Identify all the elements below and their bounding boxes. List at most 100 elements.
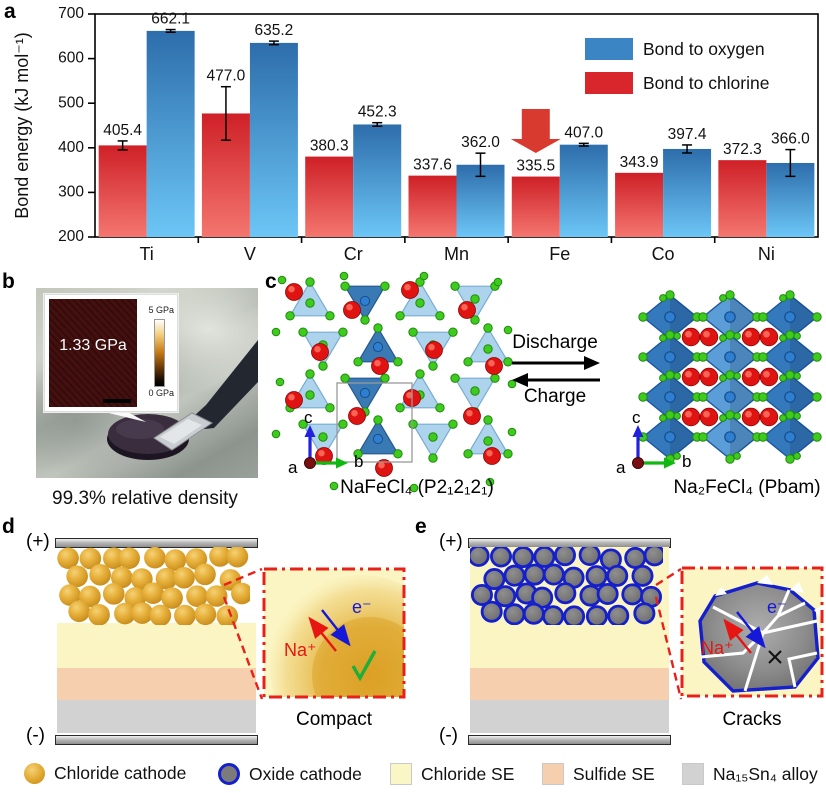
panel-d-letter: d [2, 515, 15, 538]
chart-legend-label: Bond to oxygen [643, 39, 765, 59]
octahedron-shading [730, 415, 757, 459]
sodium-atom [483, 447, 501, 465]
chlorine-atom [483, 415, 493, 425]
sodium-atom [458, 301, 476, 319]
photo-overlay [96, 340, 258, 460]
b-axis-arrowhead [336, 457, 348, 469]
na-ion-label-d: Na⁺ [284, 640, 317, 660]
chlorine-atom [812, 432, 822, 442]
sodium-atom-highlight [685, 410, 692, 418]
pellet-disc-sheen [116, 419, 164, 439]
chlorine-atom [659, 374, 667, 382]
chlorine-atom [698, 392, 708, 402]
iron-atom [784, 351, 796, 363]
chloride-cathode-particle [110, 566, 133, 589]
chlorine-atom [812, 352, 822, 362]
octahedron-shading [790, 295, 817, 339]
octahedron-shading [730, 295, 757, 339]
oxide-cathode-particle [480, 600, 503, 623]
chlorine-atom [373, 415, 383, 425]
y-tick-label: 600 [58, 50, 84, 67]
sodium-atom [699, 367, 719, 387]
iron-atom [784, 391, 796, 403]
oxide-cathode-particles [470, 547, 663, 625]
octahedron-shading [670, 335, 697, 379]
oxide-cathode-particle [553, 547, 576, 567]
panel-e: (+) (-) [413, 515, 826, 760]
chlorine-atom [408, 419, 418, 429]
sodium-atom [371, 357, 389, 375]
bar-Bond-to-oxygen-Co [663, 148, 712, 237]
chlorine-atom [393, 357, 403, 367]
oxide-cathode-particle [554, 582, 577, 605]
chloride-cathode-particle [59, 584, 81, 606]
sodium-atom-highlight [378, 461, 385, 469]
panel-c: Discharge Charge NaFeCl₄ (P2₁2₁2₁) Na₂Fe… [262, 270, 826, 515]
sulfide-se-layer-d [57, 668, 256, 700]
oxide-cathode-particle [633, 602, 656, 625]
chlorine-atom [485, 477, 495, 487]
chlorine-atom [419, 271, 429, 281]
y-tick-label: 500 [58, 94, 84, 111]
chlorine-atom [340, 373, 350, 383]
octahedron-shading [730, 335, 757, 379]
sodium-atom-highlight [685, 370, 692, 378]
bar-Bond-to-chlorine-Ti [98, 145, 147, 237]
chloride-cathode-particle [131, 602, 154, 624]
compact-inset [262, 567, 406, 699]
crystal-structures [271, 271, 822, 493]
b-axis-arrowhead [664, 457, 676, 469]
chlorine-atom [483, 323, 493, 333]
chlorine-atom [415, 277, 425, 287]
sodium-atom [343, 301, 361, 319]
compact-caption: Compact [295, 709, 373, 730]
x-category-label: Mn [444, 244, 469, 264]
scale-bar [103, 399, 131, 403]
chloride-cathode-particle [164, 549, 187, 571]
chlorine-atom [435, 403, 445, 413]
chlorine-atom [325, 311, 335, 321]
iron-atom [664, 351, 676, 363]
y-tick-label: 700 [58, 5, 84, 22]
sodium-atom [741, 407, 761, 427]
chloride-cathode-particle [114, 602, 136, 625]
chlorine-atom [393, 449, 403, 459]
sodium-atom-highlight [763, 370, 770, 378]
oxide-cathode-particle [512, 547, 535, 569]
chlorine-atom [395, 311, 405, 321]
chlorine-atom [503, 449, 513, 459]
oxide-cathode-particle [606, 564, 629, 587]
sodium-atom [699, 327, 719, 347]
positive-electrode-label-d: (+) [26, 531, 50, 552]
bar-Bond-to-chlorine-Mn [408, 175, 457, 237]
charge-arrowhead [512, 373, 528, 387]
sodium-atom [759, 327, 779, 347]
legend-label: Na₁₅Sn₄ alloy [713, 763, 818, 784]
oxide-cathode-particle [596, 582, 619, 605]
chlorine-atom [305, 277, 315, 287]
oxide-cathode-particle [643, 547, 663, 567]
iron-atom [724, 431, 736, 443]
chlorine-atom [373, 323, 383, 333]
chlorine-atom [408, 327, 418, 337]
sodium-atom-highlight [488, 359, 495, 367]
panel-b-caption: 99.3% relative density [52, 488, 238, 509]
x-category-label: V [244, 244, 256, 264]
right-structure-caption: Na₂FeCl₄ (Pbam) [673, 477, 821, 498]
inset-callout-funnel [96, 410, 146, 422]
chlorine-atom [725, 410, 735, 420]
bar-Bond-to-oxygen-Ti [146, 30, 195, 238]
sodium-atom [681, 327, 701, 347]
sodium-atom [463, 407, 481, 425]
chlorine-atom [503, 325, 513, 335]
chloride-cathode-particle [88, 604, 110, 625]
sodium-atom [285, 283, 303, 301]
chlorine-atom [725, 330, 735, 340]
cracks-caption: Cracks [722, 709, 782, 730]
sodium-atom-highlight [314, 345, 321, 353]
iron-atom [724, 391, 736, 403]
sodium-atom-highlight [318, 449, 325, 457]
sodium-atom [681, 367, 701, 387]
chloride-cathode-particles [57, 547, 250, 625]
chlorine-atom [719, 334, 727, 342]
